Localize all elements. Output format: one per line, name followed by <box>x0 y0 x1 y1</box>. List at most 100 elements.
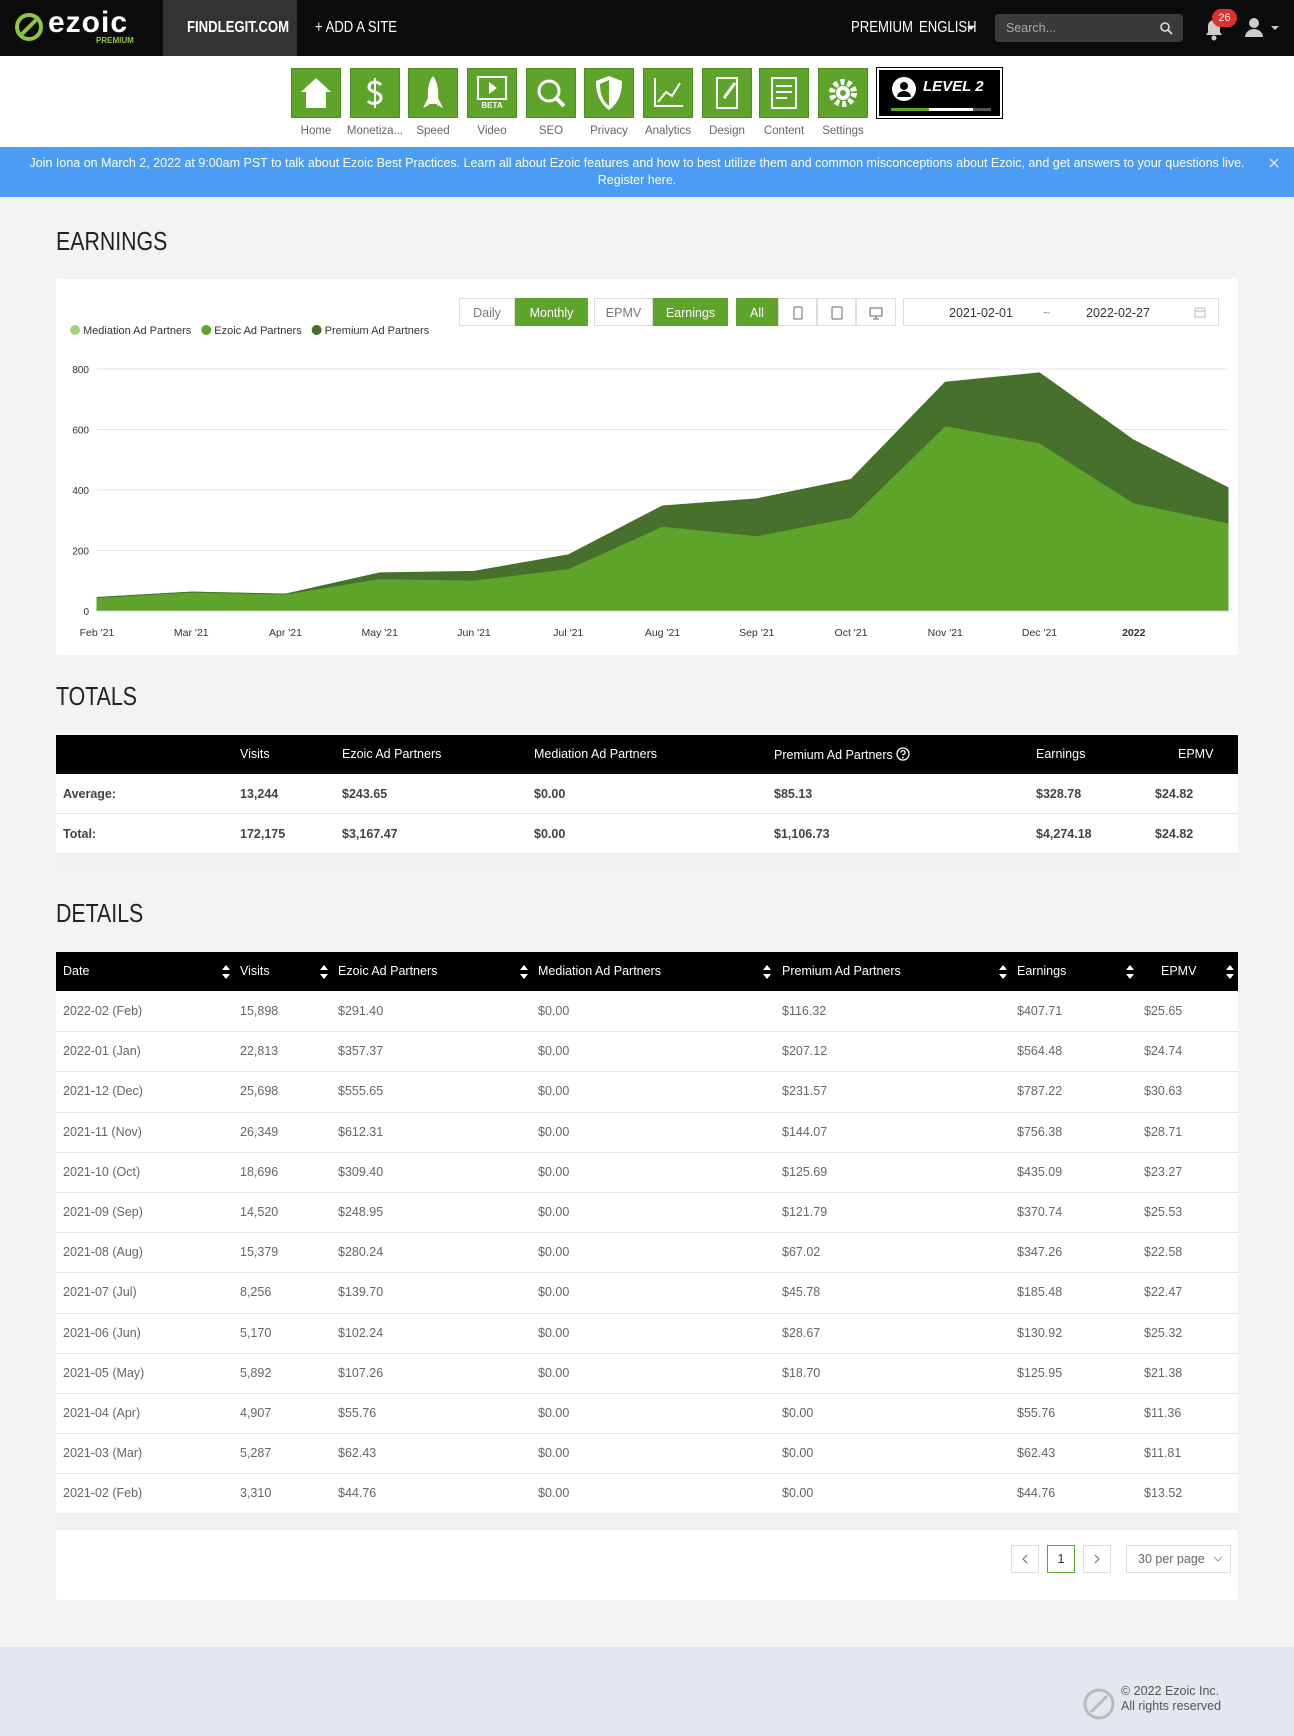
page-number[interactable]: 1 <box>1047 1545 1075 1573</box>
device-button[interactable]: All <box>736 298 778 326</box>
help-icon[interactable] <box>896 747 910 761</box>
table-cell: $24.82 <box>1155 787 1194 801</box>
prev-page[interactable] <box>1011 1545 1039 1573</box>
sort-icon[interactable] <box>221 962 231 982</box>
sort-icon[interactable] <box>998 962 1008 982</box>
tool-item[interactable]: Design <box>702 68 752 137</box>
column-header: Ezoic Ad Partners <box>338 964 438 978</box>
table-cell: $0.00 <box>538 1124 570 1139</box>
banner-close[interactable] <box>1268 157 1280 169</box>
site-tab[interactable]: FINDLEGIT.COM <box>163 0 297 56</box>
level-progress <box>891 108 929 111</box>
tool-item[interactable]: Speed <box>408 68 458 137</box>
sort-icon[interactable] <box>1125 962 1135 982</box>
tool-icon <box>350 68 400 118</box>
language-select[interactable]: ENGLISH <box>919 19 977 36</box>
date-to: 2022-02-27 <box>1086 306 1150 320</box>
table-cell: $185.48 <box>1017 1285 1063 1300</box>
table-header <box>56 952 1238 991</box>
table-cell: $125.69 <box>782 1164 828 1179</box>
row-divider <box>56 1352 1238 1354</box>
tool-icon <box>291 68 341 118</box>
table-cell: $107.26 <box>338 1365 384 1380</box>
tool-item[interactable]: Privacy <box>584 68 634 137</box>
tool-glyph <box>301 78 331 108</box>
logo-icon <box>15 13 43 41</box>
column-header: Mediation Ad Partners <box>534 747 657 761</box>
premium-link[interactable]: PREMIUM <box>851 19 913 36</box>
banner-link[interactable]: Register here. <box>597 173 677 187</box>
row-divider <box>56 1151 1238 1153</box>
table-cell: $11.36 <box>1144 1406 1182 1420</box>
table-cell: $0.00 <box>782 1406 814 1420</box>
tool-item[interactable]: Home <box>291 68 341 137</box>
search-box[interactable]: Search... <box>995 14 1183 42</box>
table-cell: $24.74 <box>1144 1044 1183 1059</box>
footer: © 2022 Ezoic Inc. All rights reserved <box>0 1647 1294 1736</box>
tool-item[interactable]: Content <box>759 68 809 137</box>
tool-item[interactable]: Monetiza... <box>347 68 403 137</box>
row-divider <box>56 1111 1238 1113</box>
date-range[interactable]: 2021-02-01 ~ 2022-02-27 <box>903 298 1219 326</box>
date-separator: ~ <box>1043 306 1051 320</box>
metric-button[interactable]: EPMV <box>594 298 653 326</box>
level-progress-next <box>929 108 973 111</box>
table-cell: 2021-05 (May) <box>63 1365 145 1380</box>
row-divider <box>56 1071 1238 1073</box>
table-cell: $291.40 <box>338 1004 384 1018</box>
tablet-button[interactable] <box>817 298 856 326</box>
h-scrollbar[interactable] <box>56 1513 1238 1530</box>
sort-icon[interactable] <box>1225 962 1235 982</box>
legend-marker <box>201 325 212 335</box>
level-text: LEVEL 2 <box>923 78 984 95</box>
h-scrollbar[interactable] <box>56 854 1238 871</box>
table-cell: $0.00 <box>538 1285 570 1300</box>
earnings-heading: EARNINGS <box>56 226 168 256</box>
table-cell: $121.79 <box>782 1205 828 1219</box>
sort-icon[interactable] <box>519 962 529 982</box>
sort-icon[interactable] <box>762 962 772 982</box>
table-cell: $756.38 <box>1017 1124 1063 1139</box>
row-divider <box>56 813 1238 814</box>
table-cell: $22.47 <box>1144 1285 1183 1300</box>
level-badge[interactable]: LEVEL 2 <box>876 67 1003 119</box>
interval-button[interactable]: Daily <box>459 298 515 326</box>
desktop-button[interactable] <box>856 298 896 326</box>
table-cell: $85.13 <box>774 787 813 801</box>
table-cell: $44.76 <box>338 1486 377 1501</box>
table-cell: $280.24 <box>338 1245 384 1260</box>
tool-glyph <box>654 78 683 107</box>
tool-item[interactable]: SEO <box>526 68 576 137</box>
tool-item[interactable]: Settings <box>818 68 868 137</box>
tool-label: SEO <box>538 125 564 137</box>
table-cell: $144.07 <box>782 1124 828 1139</box>
sort-icon[interactable] <box>319 962 329 982</box>
tool-label: Content <box>763 125 805 137</box>
user-menu[interactable] <box>1244 16 1284 40</box>
table-cell: 172,175 <box>240 827 286 841</box>
table-cell: $13.52 <box>1144 1486 1183 1501</box>
tool-item[interactable]: Analytics <box>643 68 693 137</box>
table-cell: $564.48 <box>1017 1044 1063 1059</box>
table-cell: $116.32 <box>782 1004 827 1018</box>
earnings-card: Daily Monthly EPMV Earnings All 2021-02-… <box>56 279 1238 655</box>
per-page-select[interactable]: 30 per page <box>1126 1545 1231 1573</box>
earnings-chart: 0 200 400 600 800 Feb '21 Mar '21 Apr '21 May '2… <box>70 325 1229 639</box>
next-page[interactable] <box>1083 1545 1111 1573</box>
tool-icon <box>584 68 634 118</box>
mobile-button[interactable] <box>778 298 817 326</box>
metric-button[interactable]: Earnings <box>653 298 728 326</box>
language-caret <box>967 26 975 30</box>
table-cell: 5,892 <box>240 1365 272 1380</box>
tool-item[interactable]: BETA Video <box>467 68 517 137</box>
add-site[interactable]: + ADD A SITE <box>315 19 398 36</box>
column-header: EPMV <box>1178 747 1214 761</box>
table-cell: 2021-11 (Nov) <box>63 1124 142 1139</box>
interval-button[interactable]: Monthly <box>515 298 588 326</box>
row-divider <box>56 1232 1238 1234</box>
table-cell: 18,696 <box>240 1164 279 1179</box>
table-cell: $309.40 <box>338 1164 384 1179</box>
tool-label: Home <box>300 125 332 137</box>
logo-tier: PREMIUM <box>96 36 134 45</box>
column-header: EPMV <box>1161 964 1197 978</box>
